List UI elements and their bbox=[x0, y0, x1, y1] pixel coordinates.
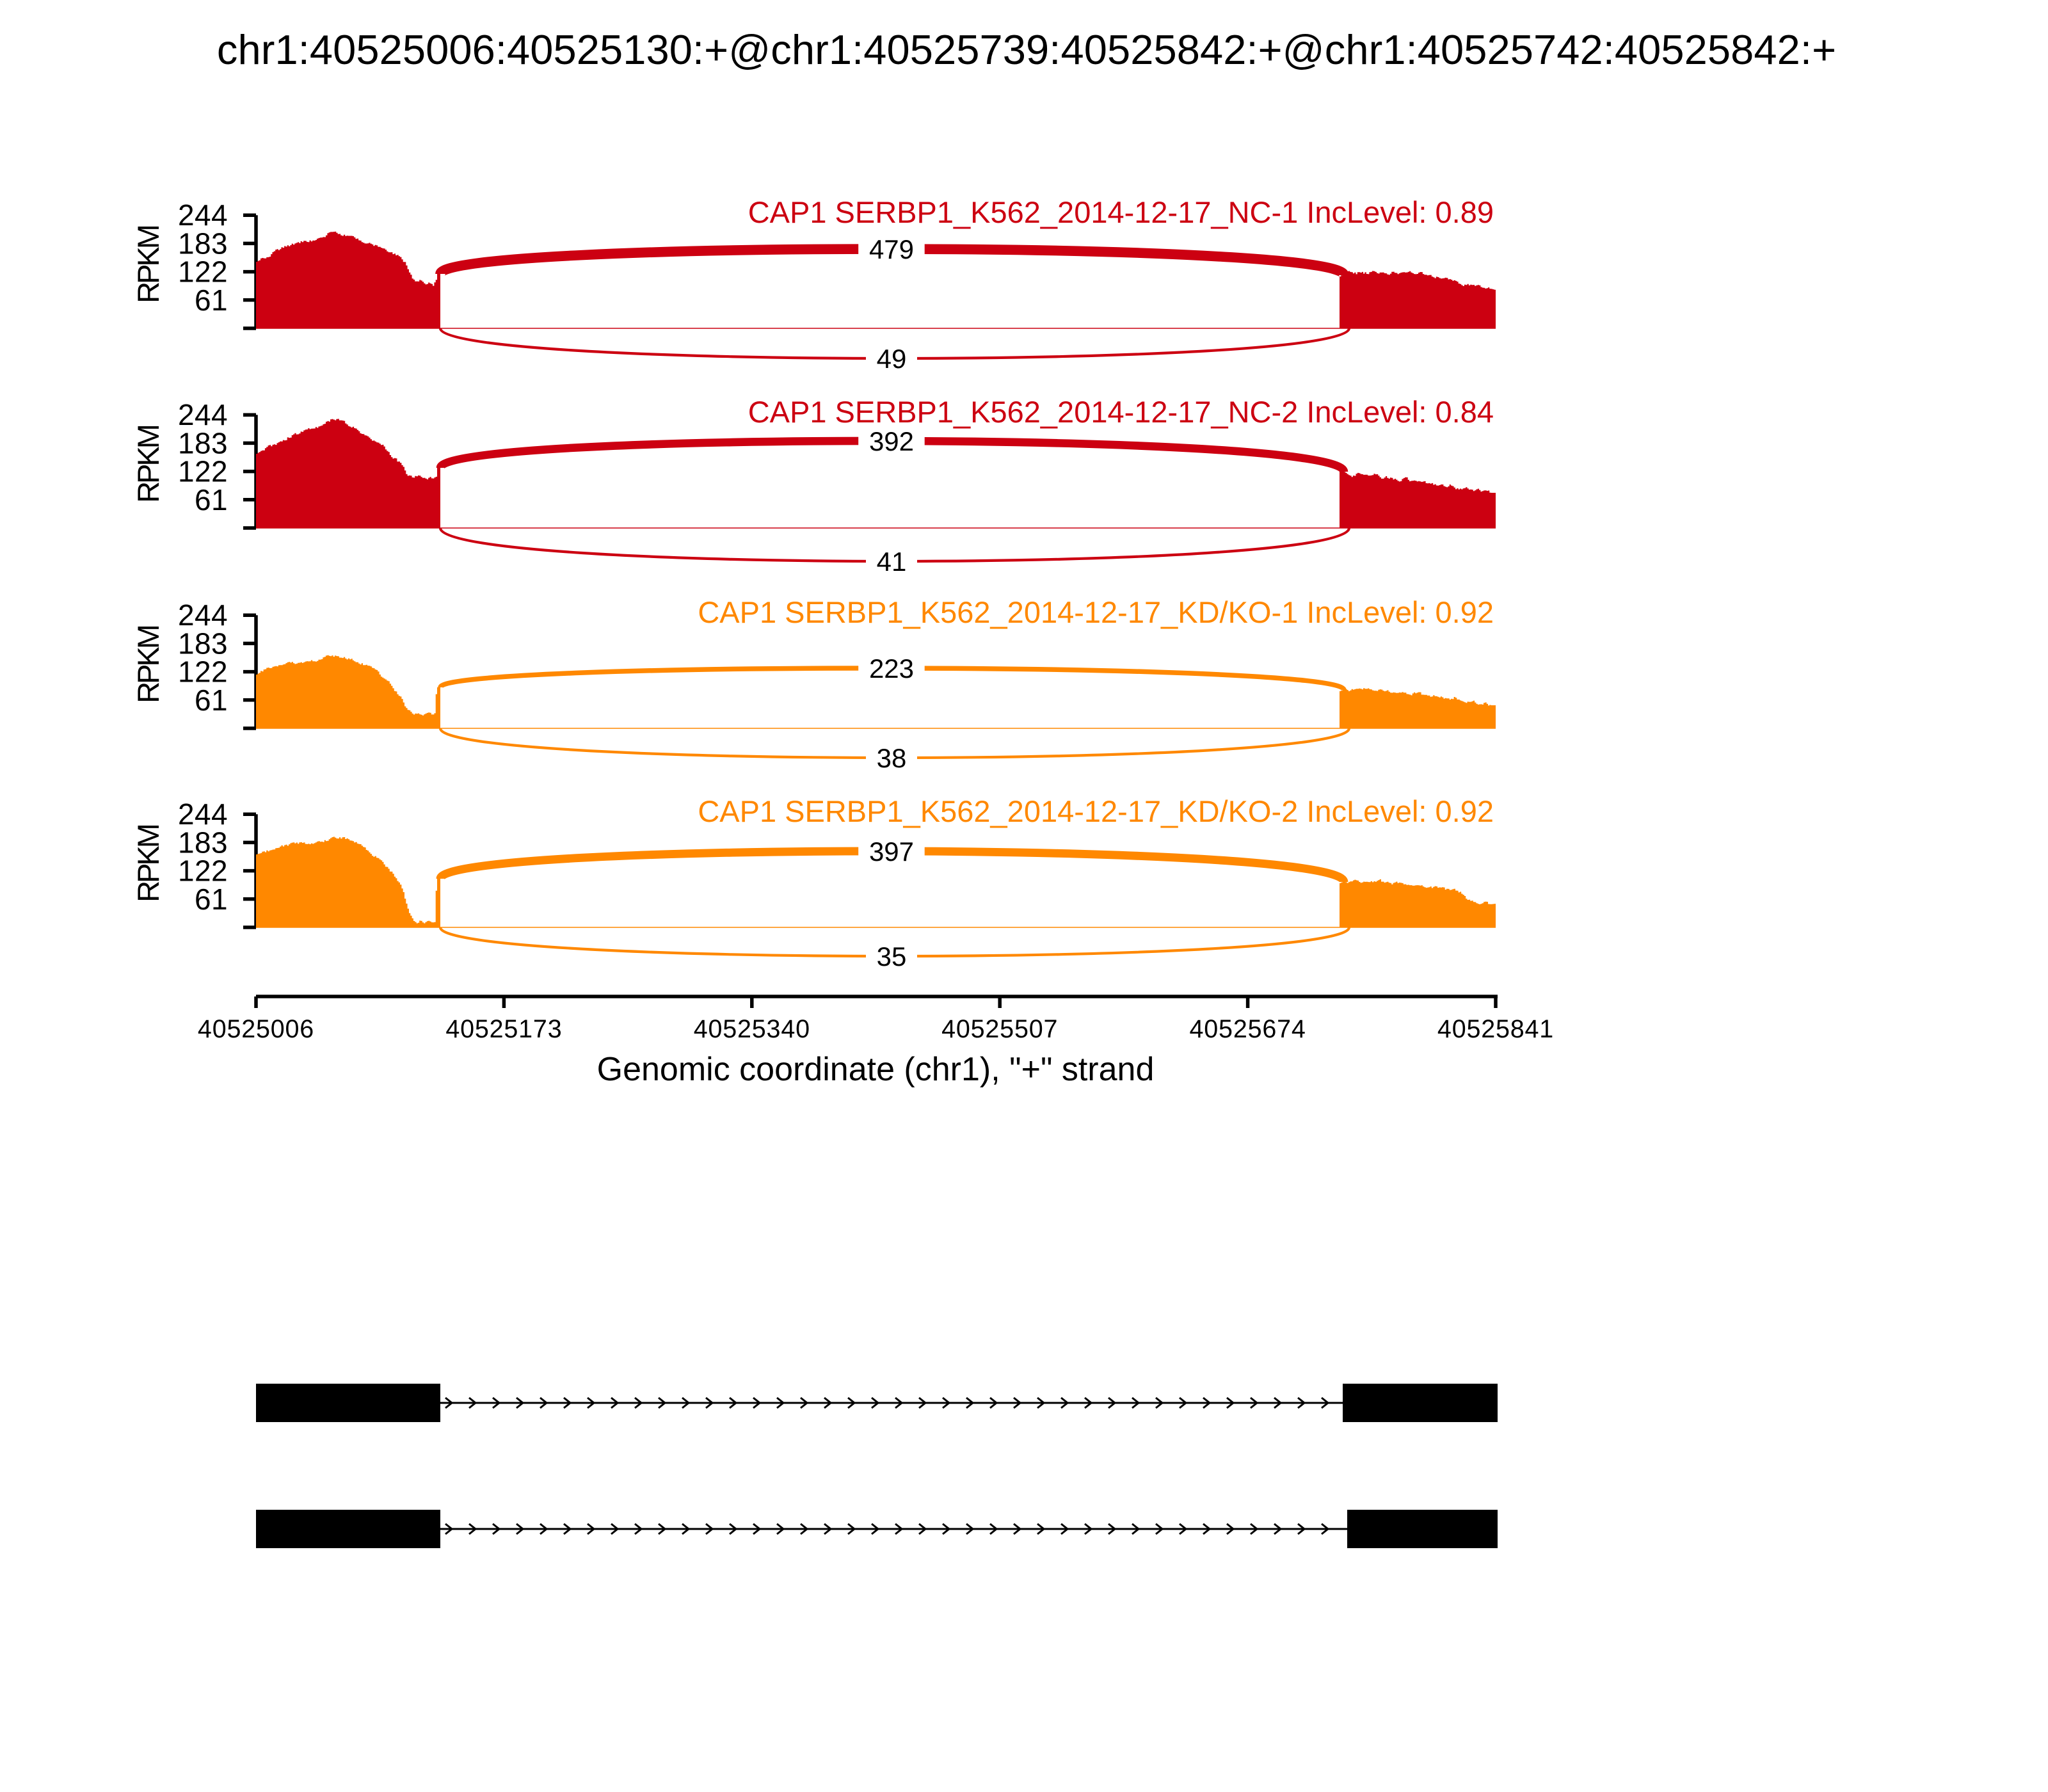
svg-text:RPKM: RPKM bbox=[131, 825, 165, 902]
svg-text:479: 479 bbox=[869, 234, 914, 264]
svg-text:41: 41 bbox=[877, 547, 907, 577]
svg-text:244: 244 bbox=[178, 797, 228, 831]
svg-text:223: 223 bbox=[869, 653, 914, 684]
svg-text:61: 61 bbox=[195, 284, 228, 317]
svg-text:CAP1 SERBP1_K562_2014-12-17_KD: CAP1 SERBP1_K562_2014-12-17_KD/KO-1 IncL… bbox=[698, 595, 1494, 629]
svg-text:122: 122 bbox=[178, 655, 228, 689]
svg-text:40525674: 40525674 bbox=[1190, 1015, 1306, 1043]
svg-text:CAP1 SERBP1_K562_2014-12-17_NC: CAP1 SERBP1_K562_2014-12-17_NC-1 IncLeve… bbox=[748, 195, 1494, 229]
svg-text:CAP1 SERBP1_K562_2014-12-17_KD: CAP1 SERBP1_K562_2014-12-17_KD/KO-2 IncL… bbox=[698, 794, 1494, 828]
svg-text:397: 397 bbox=[869, 836, 914, 867]
svg-text:61: 61 bbox=[195, 483, 228, 516]
svg-text:61: 61 bbox=[195, 684, 228, 717]
svg-text:40525841: 40525841 bbox=[1437, 1015, 1554, 1043]
svg-text:CAP1 SERBP1_K562_2014-12-17_NC: CAP1 SERBP1_K562_2014-12-17_NC-2 IncLeve… bbox=[748, 395, 1494, 429]
svg-text:40525340: 40525340 bbox=[694, 1015, 810, 1043]
svg-text:40525507: 40525507 bbox=[941, 1015, 1058, 1043]
svg-text:61: 61 bbox=[195, 883, 228, 916]
svg-text:122: 122 bbox=[178, 255, 228, 289]
svg-text:RPKM: RPKM bbox=[131, 626, 165, 703]
svg-text:40525173: 40525173 bbox=[445, 1015, 562, 1043]
svg-text:RPKM: RPKM bbox=[131, 226, 165, 303]
svg-text:chr1:40525006:40525130:+@chr1:: chr1:40525006:40525130:+@chr1:40525739:4… bbox=[217, 26, 1836, 73]
svg-text:40525006: 40525006 bbox=[198, 1015, 314, 1043]
svg-text:122: 122 bbox=[178, 455, 228, 488]
svg-text:RPKM: RPKM bbox=[131, 426, 165, 503]
svg-text:244: 244 bbox=[178, 398, 228, 431]
svg-text:183: 183 bbox=[178, 227, 228, 260]
svg-text:244: 244 bbox=[178, 198, 228, 232]
svg-text:183: 183 bbox=[178, 627, 228, 660]
svg-text:Genomic coordinate (chr1), "+": Genomic coordinate (chr1), "+" strand bbox=[597, 1051, 1155, 1088]
svg-text:183: 183 bbox=[178, 426, 228, 460]
svg-text:392: 392 bbox=[869, 426, 914, 456]
svg-text:49: 49 bbox=[877, 344, 907, 374]
svg-text:183: 183 bbox=[178, 826, 228, 859]
svg-text:244: 244 bbox=[178, 598, 228, 632]
svg-text:38: 38 bbox=[877, 743, 907, 773]
svg-text:35: 35 bbox=[877, 941, 907, 972]
svg-text:122: 122 bbox=[178, 854, 228, 888]
